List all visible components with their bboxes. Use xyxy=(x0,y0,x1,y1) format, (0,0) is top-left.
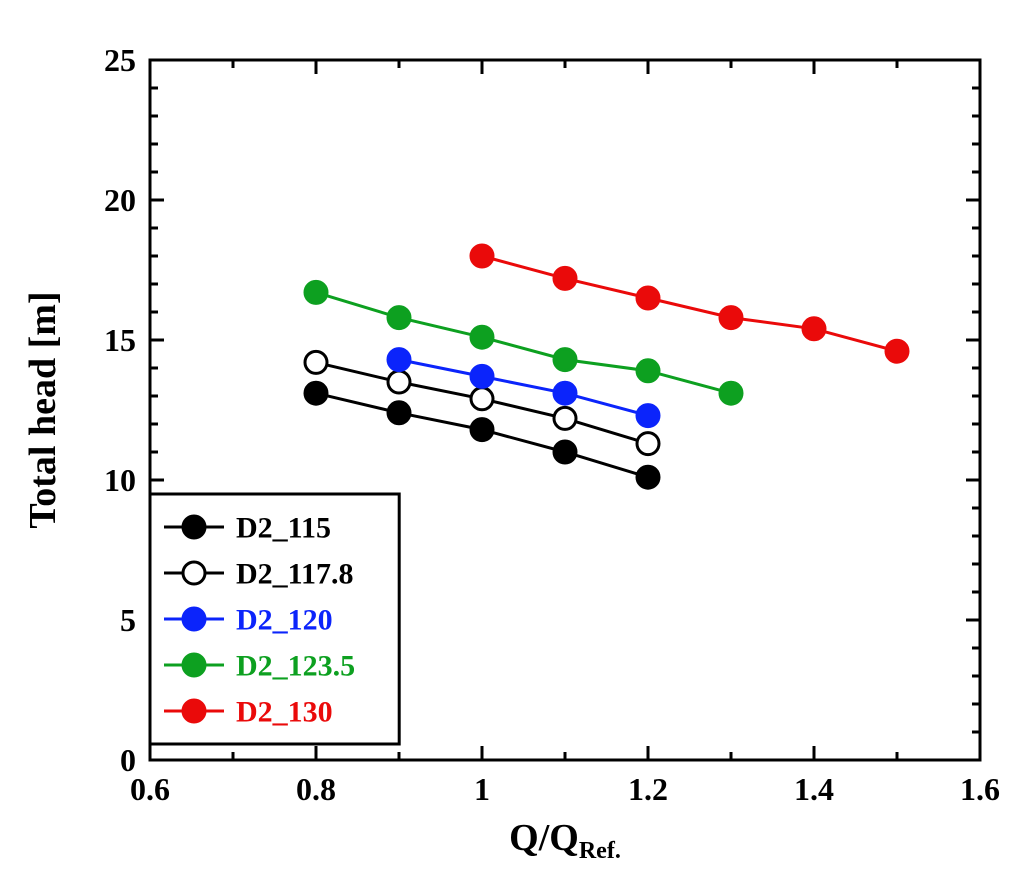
series-marker xyxy=(554,267,576,289)
chart-svg: 0.6 0.8 1 1.2 1.4 1.6 0 5 10 15 20 25 D2_115 D2_117.8… xyxy=(0,0,1024,896)
xtick-label: 1.6 xyxy=(960,771,1000,807)
series-marker xyxy=(388,349,410,371)
ytick-label: 20 xyxy=(104,182,136,218)
series-marker xyxy=(886,340,908,362)
series-marker xyxy=(471,365,493,387)
xtick-label: 1.4 xyxy=(794,771,834,807)
series-marker xyxy=(554,441,576,463)
series-marker xyxy=(803,318,825,340)
series-marker xyxy=(305,281,327,303)
series-marker xyxy=(471,245,493,267)
xtick-label: 0.6 xyxy=(130,771,170,807)
chart-bg xyxy=(0,0,1024,896)
legend-marker xyxy=(183,608,205,630)
series-marker xyxy=(720,307,742,329)
ytick-label: 25 xyxy=(104,42,136,78)
legend-marker xyxy=(183,700,205,722)
series-marker xyxy=(637,433,659,455)
xtick-label: 1.2 xyxy=(628,771,668,807)
ytick-label: 10 xyxy=(104,462,136,498)
series-marker xyxy=(554,407,576,429)
xtick-label: 1 xyxy=(474,771,490,807)
chart-container: 0.6 0.8 1 1.2 1.4 1.6 0 5 10 15 20 25 D2_115 D2_117.8… xyxy=(0,0,1024,896)
series-marker xyxy=(554,382,576,404)
ytick-label: 0 xyxy=(120,742,136,778)
series-marker xyxy=(471,419,493,441)
legend-marker xyxy=(183,562,205,584)
legend-marker xyxy=(183,654,205,676)
series-marker xyxy=(637,466,659,488)
legend-label: D2_117.8 xyxy=(236,558,354,591)
series-marker xyxy=(554,349,576,371)
series-marker xyxy=(637,360,659,382)
legend-label: D2_120 xyxy=(236,604,333,637)
series-marker xyxy=(388,307,410,329)
ytick-label: 5 xyxy=(120,602,136,638)
ytick-label: 15 xyxy=(104,322,136,358)
series-marker xyxy=(637,287,659,309)
series-marker xyxy=(305,351,327,373)
series-marker xyxy=(720,382,742,404)
series-marker xyxy=(305,382,327,404)
legend-label: D2_115 xyxy=(236,512,331,545)
series-marker xyxy=(388,371,410,393)
xtick-label: 0.8 xyxy=(296,771,336,807)
y-axis-label: Total head [m] xyxy=(22,291,64,528)
legend-label: D2_130 xyxy=(236,696,333,729)
series-marker xyxy=(637,405,659,427)
series-marker xyxy=(388,402,410,424)
series-marker xyxy=(471,388,493,410)
series-marker xyxy=(471,326,493,348)
legend-marker xyxy=(183,516,205,538)
legend-label: D2_123.5 xyxy=(236,650,355,683)
